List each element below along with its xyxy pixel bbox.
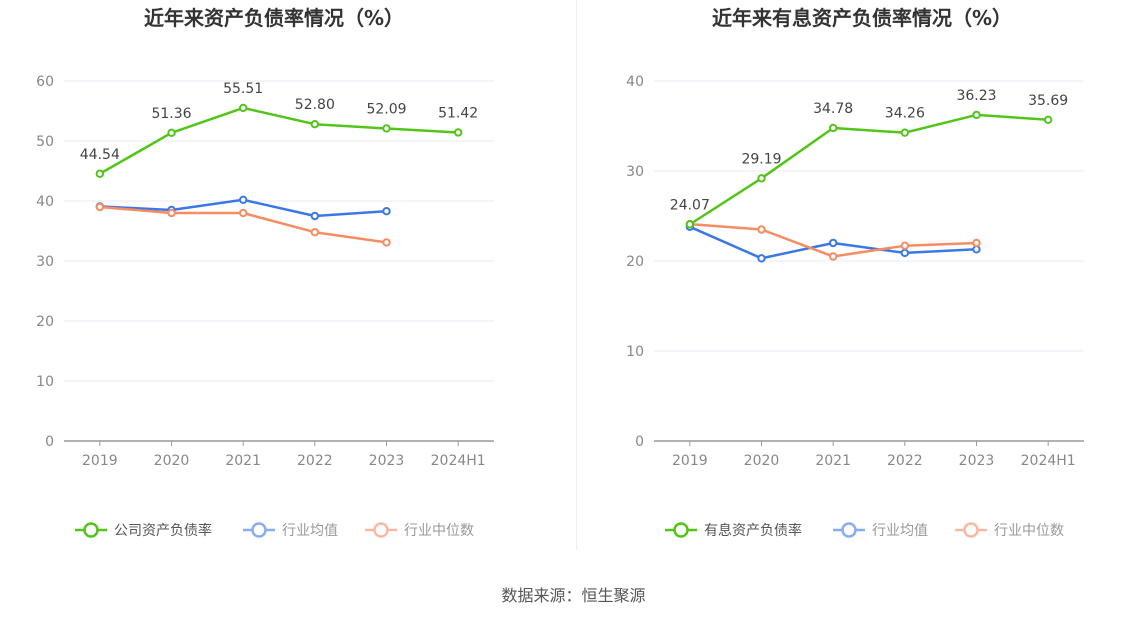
data-label: 24.07	[670, 197, 710, 213]
legend-item: 行业均值	[243, 522, 338, 539]
chart-panel-2: 近年来有息资产负债率情况（%） 0 10 20 30 40 2019 2020 2021 2022…	[626, 6, 1084, 539]
data-point	[1043, 115, 1053, 124]
legend-marker	[963, 522, 979, 538]
y-tick-label: 20	[626, 254, 644, 270]
y-tick-label: 0	[45, 434, 54, 450]
legend-item: 公司资产负债率	[75, 522, 212, 539]
legend-item: 行业均值	[833, 522, 928, 539]
legend-marker	[841, 522, 857, 538]
x-tick-label: 2022	[887, 453, 923, 469]
legend-marker	[83, 522, 99, 538]
legend-label: 公司资产负债率	[114, 522, 212, 539]
legend-item: 行业中位数	[955, 522, 1064, 539]
legend-label: 行业中位数	[994, 523, 1064, 539]
data-point	[310, 120, 320, 129]
y-tick-label: 10	[36, 374, 54, 390]
x-tick-label: 2020	[154, 453, 190, 469]
chart-divider	[576, 0, 577, 550]
data-point	[95, 169, 105, 178]
x-tick-label: 2021	[225, 453, 261, 469]
data-point	[757, 254, 766, 263]
y-tick-label: 40	[626, 74, 644, 90]
data-point	[900, 241, 910, 250]
data-point	[757, 225, 766, 234]
chart-panel-1: 近年来资产负债率情况（%） 0 10 20 30 40 50 60 2019 2020 2021 20…	[36, 6, 494, 539]
chart-title: 近年来有息资产负债率情况（%）	[712, 6, 1012, 30]
data-point	[310, 228, 320, 237]
x-tick-label: 2024H1	[431, 453, 486, 469]
y-tick-label: 60	[36, 74, 54, 90]
data-label: 36.23	[956, 88, 996, 104]
data-point	[828, 123, 838, 133]
x-tick-label: 2024H1	[1021, 453, 1076, 469]
data-label: 44.54	[80, 147, 120, 163]
data-label: 35.69	[1028, 93, 1068, 109]
data-point	[310, 211, 320, 221]
data-label: 52.09	[366, 101, 406, 117]
x-tick-label: 2020	[744, 453, 780, 469]
x-tick-label: 2021	[815, 453, 851, 469]
data-point	[972, 110, 981, 120]
data-point	[685, 220, 695, 229]
data-point	[900, 248, 910, 258]
data-point	[382, 124, 391, 133]
x-tick-label: 2022	[297, 453, 333, 469]
legend-label: 行业均值	[872, 523, 928, 539]
x-tick-label: 2023	[369, 453, 405, 469]
legend-marker	[251, 522, 267, 538]
y-tick-label: 30	[626, 164, 644, 180]
series-line-0	[99, 106, 459, 175]
data-label: 52.80	[295, 97, 335, 113]
x-tick-label: 2023	[959, 453, 995, 469]
y-tick-label: 10	[626, 344, 644, 360]
data-point	[238, 103, 248, 113]
series-line-0	[689, 113, 1049, 226]
legend-label: 有息资产负债率	[704, 522, 802, 539]
data-point	[95, 202, 105, 212]
y-tick-label: 30	[36, 254, 54, 270]
data-point	[167, 208, 176, 218]
chart-title: 近年来资产负债率情况（%）	[144, 6, 404, 30]
data-point	[972, 238, 981, 248]
y-tick-label: 20	[36, 314, 54, 330]
legend-item: 行业中位数	[365, 522, 474, 539]
data-point	[382, 207, 391, 216]
legend-marker	[373, 522, 389, 538]
data-point	[167, 128, 176, 138]
x-tick-label: 2019	[672, 453, 708, 469]
legend-item: 有息资产负债率	[665, 522, 802, 539]
data-point	[238, 195, 248, 205]
data-point	[757, 174, 766, 183]
y-tick-label: 40	[36, 194, 54, 210]
data-source-note: 数据来源：恒生聚源	[501, 586, 646, 605]
data-label: 51.36	[151, 106, 191, 122]
data-point	[900, 128, 910, 137]
data-point	[828, 238, 838, 248]
x-tick-label: 2019	[82, 453, 118, 469]
y-tick-label: 0	[635, 434, 644, 450]
data-label: 34.78	[813, 101, 853, 117]
legend-label: 行业均值	[282, 523, 338, 539]
data-label: 51.42	[438, 105, 478, 121]
legend-marker	[673, 522, 689, 538]
y-tick-label: 50	[36, 134, 54, 150]
data-point	[382, 238, 391, 247]
data-label: 34.26	[885, 106, 925, 122]
data-point	[238, 208, 248, 218]
data-point	[453, 128, 463, 137]
data-label: 29.19	[741, 151, 781, 167]
legend-label: 行业中位数	[404, 523, 474, 539]
data-point	[828, 252, 838, 261]
data-label: 55.51	[223, 81, 263, 97]
